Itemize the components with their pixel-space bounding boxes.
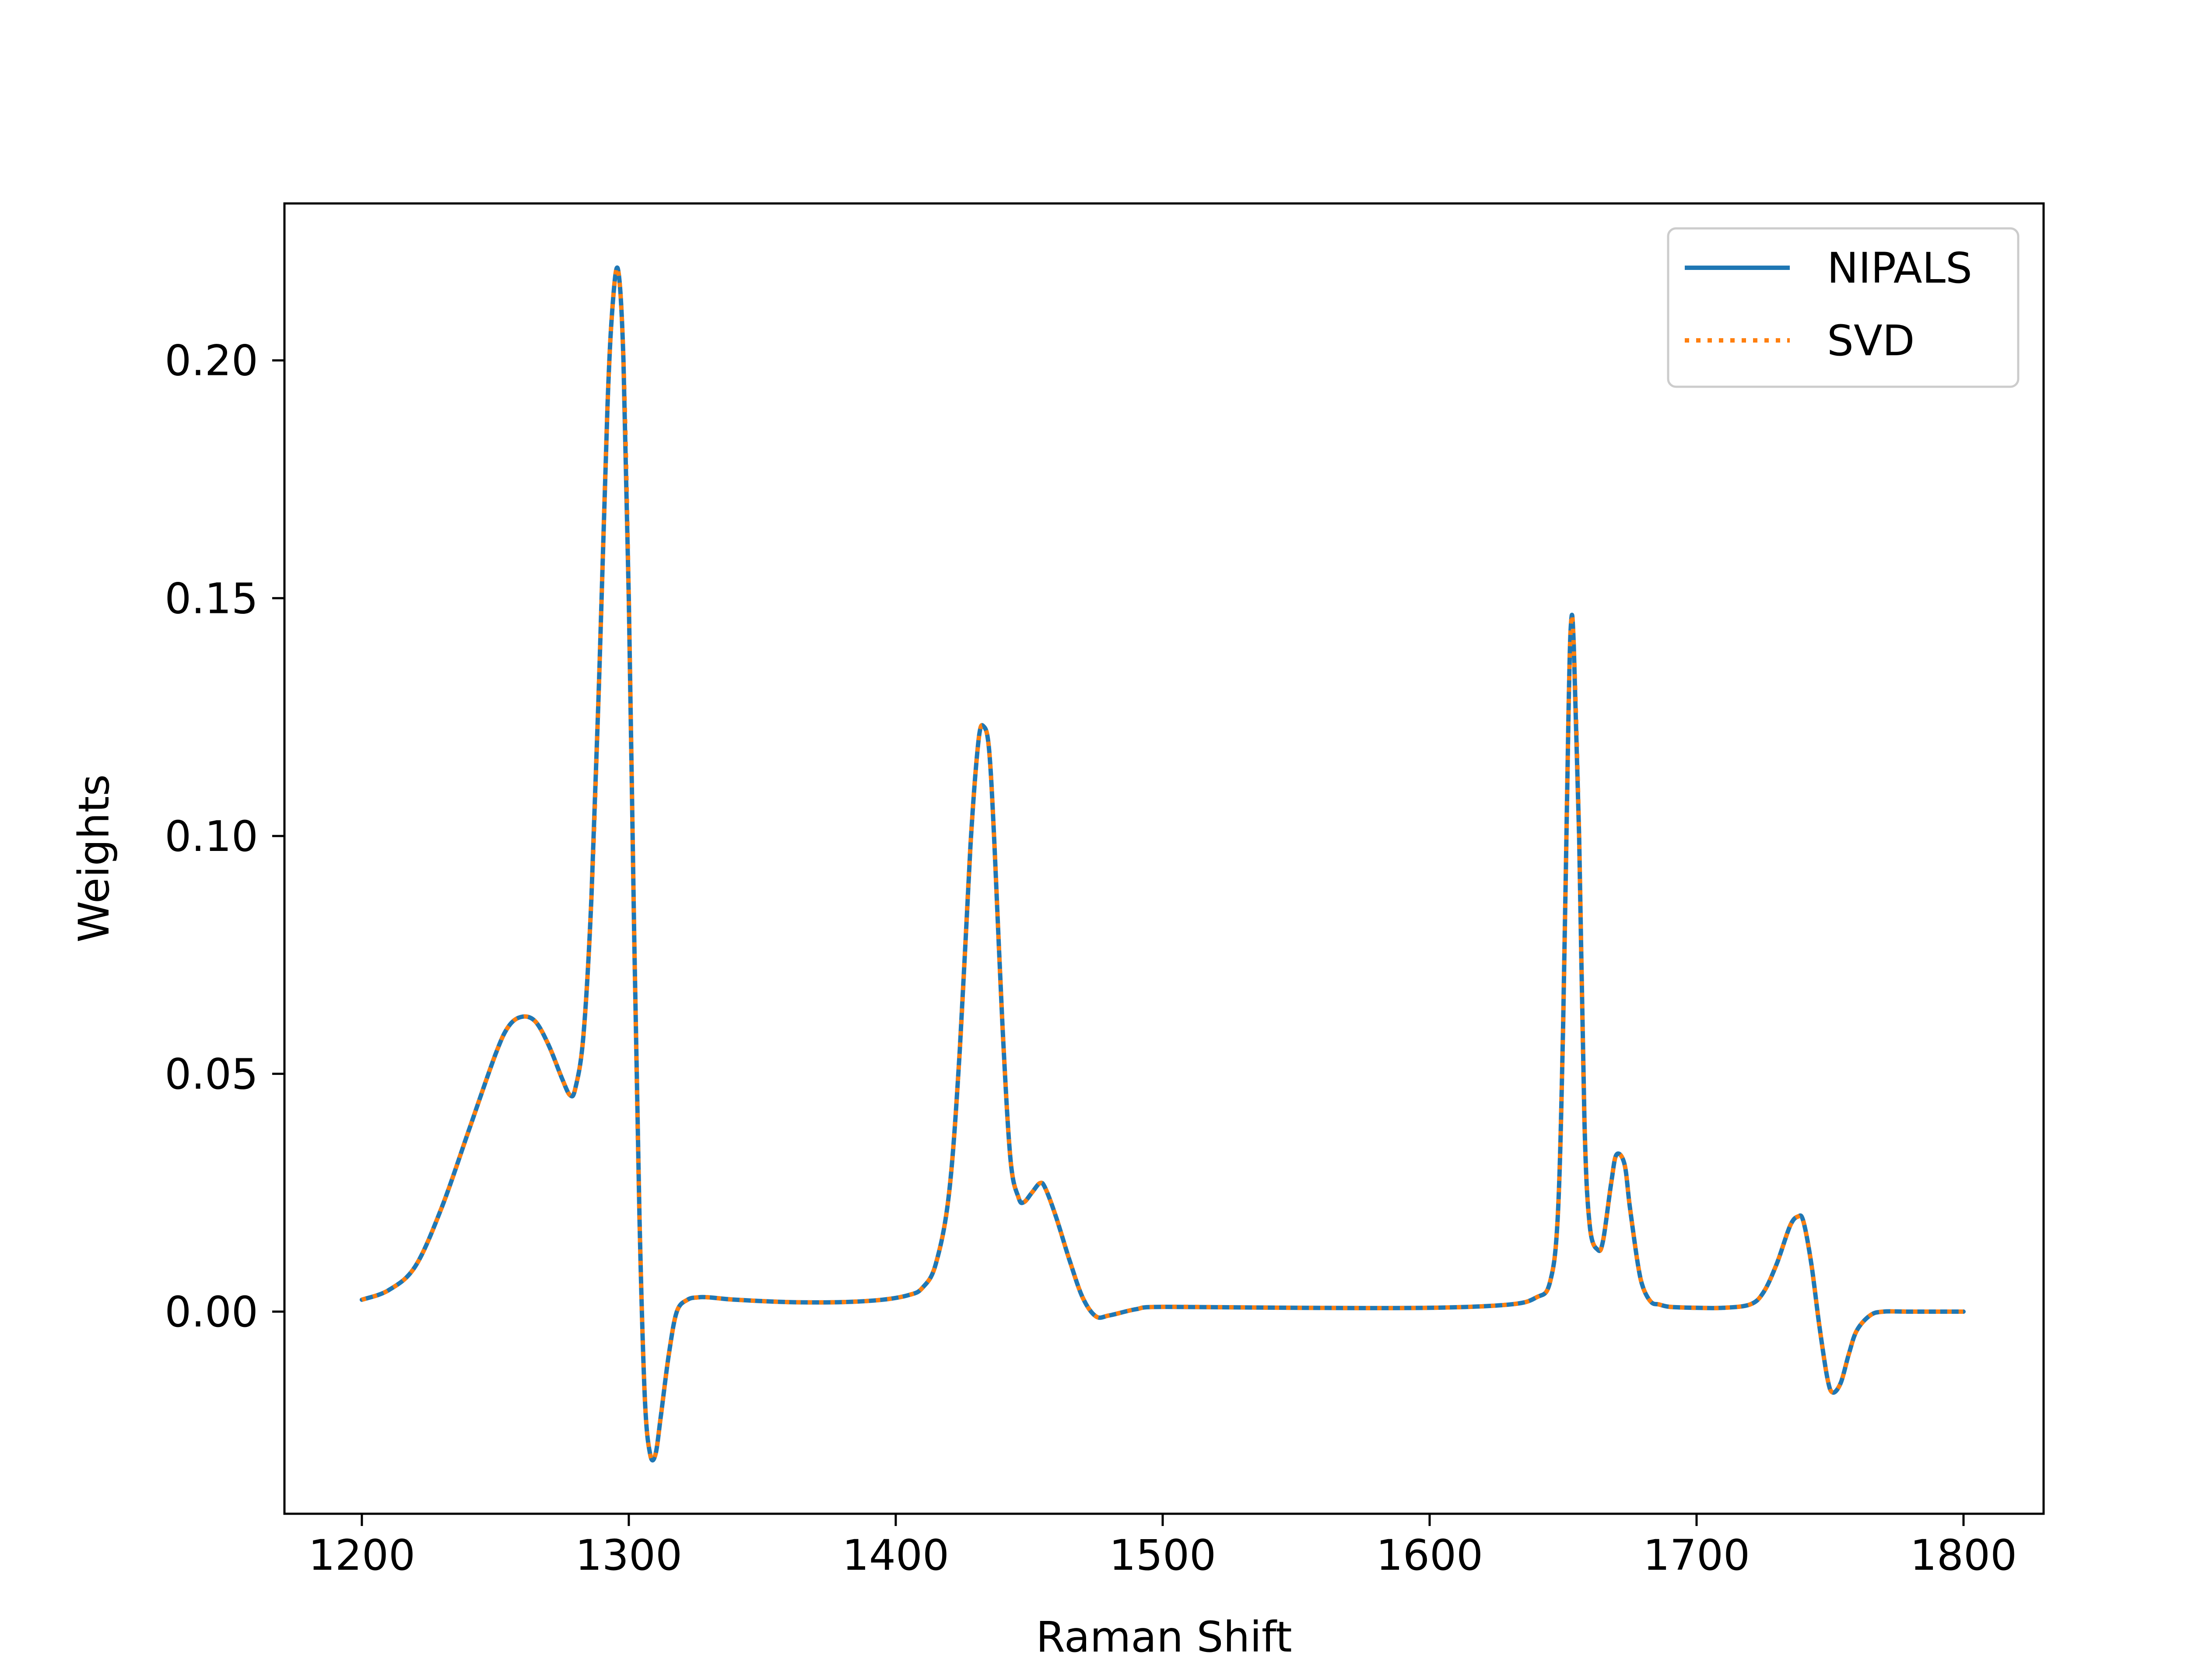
x-tick-label-1700: 1700	[1643, 1531, 1750, 1580]
series-line-svd	[361, 265, 1964, 1463]
y-tick-label-0.10: 0.10	[165, 812, 258, 861]
x-axis-label: Raman Shift	[1036, 1613, 1292, 1662]
series-layer	[359, 265, 1966, 1463]
legend: NIPALS SVD	[1667, 227, 2020, 388]
x-tick-label-1800: 1800	[1910, 1531, 2017, 1580]
x-tick-label-1500: 1500	[1109, 1531, 1216, 1580]
axes-background	[284, 203, 2044, 1514]
plot-area	[284, 203, 2044, 1514]
legend-label-nipals: NIPALS	[1827, 244, 1972, 293]
y-axis-label: Weights	[70, 774, 119, 942]
axes-frame	[283, 202, 2045, 1515]
y-tick-label-0.05: 0.05	[165, 1050, 258, 1099]
x-tick-label-1400: 1400	[842, 1531, 949, 1580]
ticks-layer: 1200 1300 1400 1500 1600 1700 1800 0.00 0.05 0.10…	[165, 336, 2017, 1580]
y-tick-label-0.00: 0.00	[165, 1288, 258, 1337]
y-tick-label-0.20: 0.20	[165, 336, 258, 385]
legend-label-svd: SVD	[1827, 316, 1915, 365]
y-tick-label-0.15: 0.15	[165, 574, 258, 623]
x-tick-label-1200: 1200	[309, 1531, 415, 1580]
x-tick-label-1300: 1300	[575, 1531, 682, 1580]
x-tick-label-1600: 1600	[1376, 1531, 1483, 1580]
